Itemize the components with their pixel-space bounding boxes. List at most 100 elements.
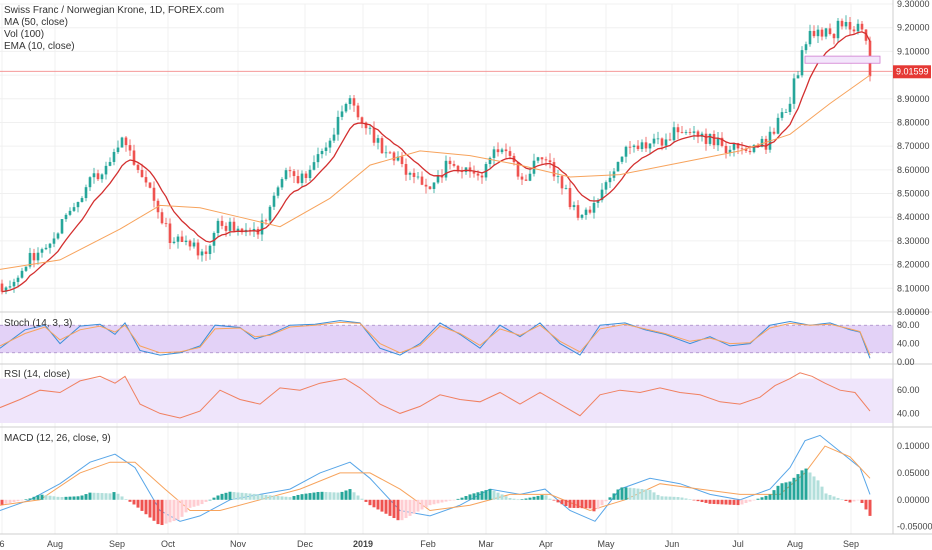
candle-body: [796, 75, 800, 79]
candle-body: [804, 44, 808, 51]
macd-hist-bar: [76, 496, 80, 500]
macd-hist-bar: [20, 499, 24, 501]
candle-body: [460, 171, 464, 173]
x-tick-label: Aug: [47, 539, 63, 549]
candle-body: [160, 212, 164, 224]
candle-body: [732, 143, 736, 150]
macd-hist-bar: [616, 489, 620, 500]
candle-body: [676, 127, 680, 133]
x-tick-label: 6: [0, 539, 5, 549]
candle-body: [80, 198, 84, 202]
stoch-label[interactable]: Stoch (14, 3, 3): [4, 318, 72, 329]
macd-hist-bar: [436, 499, 440, 504]
macd-hist-bar: [488, 489, 492, 500]
macd-hist-bar: [584, 499, 588, 509]
macd-tick-label: -0.05000: [897, 522, 932, 532]
macd-hist-bar: [640, 489, 644, 500]
candle-body: [176, 236, 180, 242]
price-tick-label: 8.10000: [897, 283, 930, 293]
macd-hist-bar: [712, 499, 716, 504]
stoch-tick-label: 40.00: [897, 339, 920, 349]
candle-body: [40, 249, 44, 253]
candle-body: [784, 112, 788, 113]
macd-hist-bar: [776, 485, 780, 500]
macd-hist-bar: [624, 487, 628, 500]
legend-vol[interactable]: Vol (100): [4, 29, 44, 40]
macd-hist-bar: [596, 499, 600, 510]
stoch-tick-label: 80.00: [897, 320, 920, 330]
candle-body: [352, 98, 356, 106]
macd-hist-bar: [324, 492, 328, 500]
x-tick-label: Jun: [665, 539, 680, 549]
candle-body: [608, 177, 612, 183]
candle-body: [788, 103, 792, 113]
price-tick-label: 8.40000: [897, 212, 930, 222]
price-tick-label: 9.20000: [897, 23, 930, 33]
candle-body: [508, 151, 512, 156]
macd-hist-bar: [560, 499, 564, 505]
macd-hist-bar: [740, 499, 744, 505]
rsi-label[interactable]: RSI (14, close): [4, 369, 70, 380]
candle-body: [108, 161, 112, 166]
macd-hist-bar: [304, 493, 308, 500]
macd-hist-bar: [40, 494, 44, 500]
macd-hist-bar: [300, 494, 304, 500]
macd-hist-bar: [204, 499, 208, 502]
macd-hist-bar: [228, 491, 232, 500]
candle-body: [844, 22, 848, 27]
candle-body: [472, 171, 476, 174]
macd-hist-bar: [556, 499, 560, 503]
macd-hist-bar: [852, 499, 856, 502]
candle-body: [12, 281, 16, 287]
candle-body: [448, 160, 452, 165]
macd-hist-bar: [264, 494, 268, 500]
macd-hist-bar: [88, 492, 92, 500]
candle-body: [648, 143, 652, 149]
candle-body: [520, 176, 524, 180]
macd-hist-bar: [392, 499, 396, 519]
candle-body: [528, 173, 532, 181]
macd-label[interactable]: MACD (12, 26, close, 9): [4, 433, 111, 444]
legend-ma[interactable]: MA (50, close): [4, 17, 68, 28]
candle-body: [164, 223, 168, 225]
macd-hist-bar: [328, 492, 332, 500]
candle-body: [420, 176, 424, 185]
macd-hist-bar: [52, 496, 56, 500]
x-tick-label: Apr: [539, 539, 553, 549]
macd-hist-bar: [508, 498, 512, 500]
candle-body: [348, 98, 352, 104]
macd-hist-bar: [212, 497, 216, 500]
candle-body: [644, 142, 648, 149]
macd-hist-bar: [92, 492, 96, 500]
candle-body: [304, 173, 308, 179]
macd-hist-bar: [208, 499, 212, 501]
macd-hist-bar: [352, 492, 356, 500]
candle-body: [632, 145, 636, 148]
candle-body: [636, 145, 640, 150]
macd-hist-bar: [632, 488, 636, 500]
stoch-band: [0, 325, 893, 353]
range-box[interactable]: [804, 55, 881, 64]
candle-body: [536, 157, 540, 161]
x-tick-label: Aug: [787, 539, 803, 549]
candle-body: [584, 209, 588, 215]
candle-body: [640, 142, 644, 150]
candle-body: [240, 228, 244, 233]
macd-hist-bar: [540, 495, 544, 500]
candle-body: [384, 152, 388, 154]
macd-hist-bar: [752, 499, 756, 501]
macd-hist-bar: [224, 492, 228, 500]
macd-hist-bar: [160, 499, 164, 526]
candle-body: [264, 220, 268, 222]
macd-hist-bar: [336, 492, 340, 500]
candle-body: [664, 139, 668, 146]
candle-body: [556, 176, 560, 177]
macd-hist-bar: [664, 496, 668, 500]
candle-body: [620, 156, 624, 162]
legend-ema[interactable]: EMA (10, close): [4, 41, 75, 52]
candle-body: [4, 287, 8, 292]
candle-body: [388, 152, 392, 154]
candle-body: [312, 162, 316, 170]
macd-hist-bar: [800, 470, 804, 500]
